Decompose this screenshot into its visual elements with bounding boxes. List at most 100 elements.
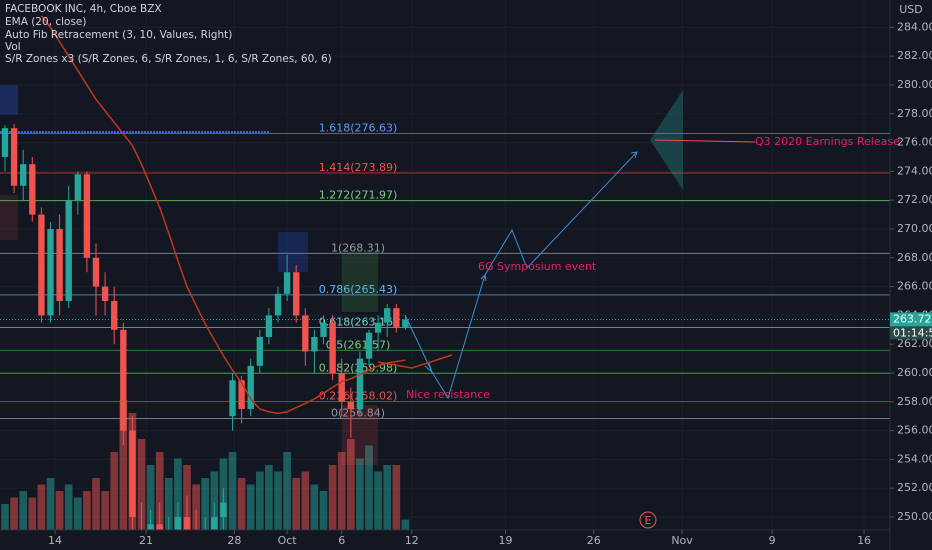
earnings-marker[interactable] [639, 511, 657, 529]
annotation: Q3 2020 Earnings Release [755, 135, 900, 148]
y-tick-label: 256.00 [897, 424, 932, 437]
volume-bar [228, 452, 237, 530]
volume-bar [255, 471, 264, 530]
candle-body [111, 301, 118, 330]
annotation: Nice resistance [406, 388, 490, 401]
candle-body [156, 524, 163, 530]
candle-body [311, 337, 318, 352]
volume-bar [137, 439, 146, 530]
x-tick-label: 6 [338, 534, 345, 547]
candle-body [256, 337, 263, 366]
volume-bar [346, 439, 355, 530]
fib-label: 0.786(265.43) [319, 283, 398, 296]
fib-label: 1.618(276.63) [319, 122, 398, 135]
fib-label: 0.5(261.57) [326, 338, 391, 351]
legend-title: FACEBOOK INC, 4h, Cboe BZX [5, 3, 162, 15]
candle-body [1, 128, 9, 157]
candle-body [174, 517, 182, 530]
volume-bar [283, 452, 291, 530]
annotation: 6G Symposium event [478, 260, 597, 273]
candle-body [220, 502, 227, 518]
volume-bar [274, 471, 282, 530]
candle-body [274, 293, 282, 316]
legend-item: Auto Fib Retracement (3, 10, Values, Rig… [5, 29, 232, 41]
candle-body [211, 517, 218, 530]
volume-bar [10, 497, 18, 530]
volume-bar [37, 484, 46, 530]
y-tick-label: 266.00 [897, 280, 932, 293]
y-tick-label: 276.00 [897, 136, 932, 149]
fib-label: 1.272(271.97) [319, 189, 398, 202]
candle-body [10, 128, 18, 186]
volume-bar [46, 478, 55, 530]
y-tick-label: 254.00 [897, 452, 932, 465]
legend-item: Vol [5, 41, 21, 53]
volume-bar [310, 484, 319, 530]
volume-bar [246, 484, 255, 530]
volume-bar [392, 465, 401, 530]
volume-bar [119, 400, 128, 530]
fib-label: 1.414(273.89) [319, 161, 398, 174]
last-price-label: 263.72 [893, 312, 932, 325]
volume-bar [110, 452, 119, 530]
candle-body [65, 200, 72, 302]
volume-bar [210, 471, 219, 530]
x-tick-label: 14 [48, 534, 62, 547]
volume-bar [28, 497, 37, 530]
earnings-label: E [645, 514, 652, 527]
volume-bar [83, 491, 91, 530]
candle-body [356, 358, 364, 410]
y-tick-label: 260.00 [897, 366, 932, 379]
x-tick-label: 21 [139, 534, 153, 547]
candle-body [402, 319, 409, 327]
volume-bar [164, 478, 173, 530]
x-tick-label: 16 [857, 534, 871, 547]
y-tick-label: 270.00 [897, 222, 932, 235]
candle-body [365, 332, 373, 359]
candle-body [101, 286, 109, 302]
sr-zone [0, 195, 18, 240]
arrow-head [480, 273, 487, 282]
volume-bar [146, 465, 155, 530]
candle-body [329, 322, 336, 374]
y-tick-label: 272.00 [897, 193, 932, 206]
candle-body [393, 308, 400, 327]
candle-body [338, 373, 345, 402]
volume-bar [301, 471, 310, 530]
x-tick-label: Oct [278, 534, 298, 547]
candle-body [120, 329, 127, 431]
volume-bar [19, 491, 28, 530]
candle-body [92, 257, 100, 287]
volume-bar [292, 478, 301, 530]
legend: FACEBOOK INC, 4h, Cboe BZX EMA (20, clos… [5, 3, 332, 65]
candles [1, 123, 409, 530]
candle-body [265, 315, 273, 338]
countdown-box [890, 326, 932, 340]
y-tick-label: 284.00 [897, 20, 932, 33]
projection [404, 151, 638, 400]
volume-bar [55, 491, 64, 530]
y-tick-label: 268.00 [897, 251, 932, 264]
candle-body [56, 228, 63, 302]
y-tick-label: 258.00 [897, 395, 932, 408]
volume-bar [365, 445, 373, 530]
sr-zone [342, 252, 378, 312]
candle-body [229, 380, 236, 417]
volume-bar [192, 484, 200, 530]
candle-body [347, 401, 354, 410]
volume-bar [237, 478, 246, 530]
x-tick-label: 12 [405, 534, 419, 547]
arrow-head [630, 151, 638, 159]
fib-label: 0(256.84) [331, 407, 385, 420]
volume-bar [337, 452, 346, 530]
candle-body [302, 315, 309, 352]
x-tick-label: 19 [499, 534, 513, 547]
y-tick-label: 252.00 [897, 481, 932, 494]
legend-item: S/R Zones x3 (S/R Zones, 6, S/R Zones, 1… [5, 53, 332, 65]
candle-body [74, 174, 81, 201]
ema-line [40, 15, 406, 415]
candle-body [29, 164, 36, 215]
candle-body [320, 322, 327, 338]
fib-label: 1(268.31) [331, 241, 385, 254]
